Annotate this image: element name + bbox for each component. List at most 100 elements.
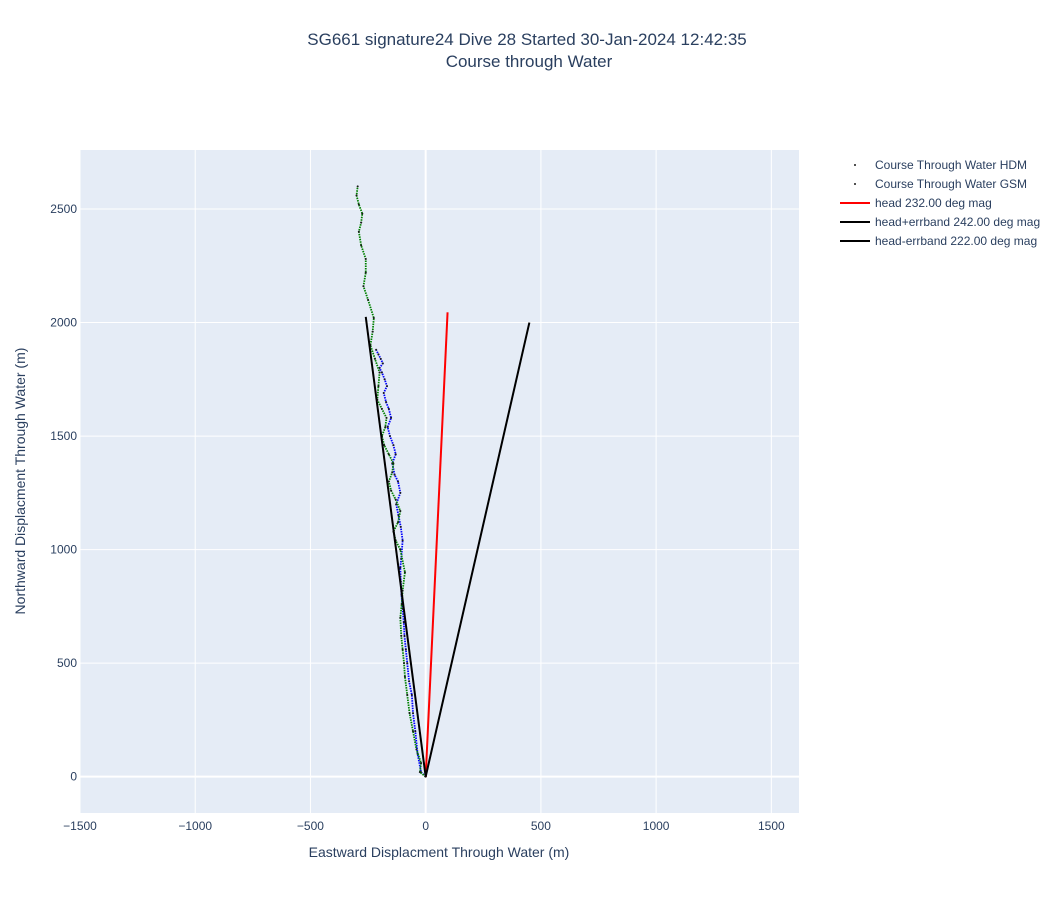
y-tick-label: 500 — [57, 656, 77, 670]
data-point — [408, 712, 411, 715]
data-point — [403, 662, 406, 665]
data-point — [390, 489, 393, 492]
series-course-through-water-gsm — [355, 185, 427, 778]
y-tick-label: 2500 — [50, 202, 77, 216]
data-point — [399, 491, 402, 494]
legend-label: head-errband 222.00 deg mag — [875, 234, 1037, 248]
data-point — [403, 675, 406, 678]
data-point — [392, 444, 395, 447]
data-point — [403, 634, 406, 637]
legend-label: Course Through Water HDM — [875, 158, 1027, 172]
data-point — [392, 462, 395, 465]
data-point — [379, 357, 382, 360]
data-point — [399, 566, 402, 569]
data-point — [387, 480, 390, 483]
y-tick-label: 1500 — [50, 429, 77, 443]
data-point — [356, 185, 359, 188]
data-point — [377, 353, 380, 356]
data-point — [361, 212, 364, 215]
data-point — [378, 371, 381, 374]
x-tick-label: −1500 — [63, 819, 97, 833]
data-point — [395, 503, 398, 506]
legend-label: head 232.00 deg mag — [875, 196, 992, 210]
y-axis-title: Northward Displacment Through Water (m) — [12, 348, 28, 615]
tick-labels: −1500 −1000 −500 0 500 1000 1500 0 500 1000 1500 20… — [50, 202, 785, 833]
data-point — [403, 571, 406, 574]
y-tick-label: 1000 — [50, 543, 77, 557]
data-point — [404, 648, 407, 651]
x-tick-label: −1000 — [178, 819, 212, 833]
data-point — [355, 194, 358, 197]
data-point — [380, 407, 383, 410]
legend-item[interactable]: head 232.00 deg mag — [840, 196, 992, 210]
chart-subtitle: Course through Water — [446, 52, 613, 71]
data-point — [394, 453, 397, 456]
data-point — [420, 762, 423, 765]
data-point — [373, 357, 376, 360]
series-line — [364, 316, 427, 777]
data-point — [406, 662, 409, 665]
data-point — [390, 416, 393, 419]
x-tick-label: 1000 — [643, 819, 670, 833]
data-point — [383, 444, 386, 447]
x-axis-title: Eastward Displacment Through Water (m) — [309, 844, 570, 860]
data-point — [399, 616, 402, 619]
data-point — [367, 298, 370, 301]
grid — [79, 150, 799, 813]
legend-item[interactable]: head-errband 222.00 deg mag — [840, 234, 1037, 248]
series-line — [424, 312, 449, 777]
data-point — [386, 426, 389, 429]
x-tick-label: 500 — [531, 819, 551, 833]
data-point — [357, 203, 360, 206]
data-point — [414, 730, 417, 733]
legend-item[interactable]: head+errband 242.00 deg mag — [840, 215, 1040, 229]
series-head-errband-222-00-deg-mag — [364, 316, 427, 777]
data-point — [384, 426, 387, 429]
data-point — [402, 621, 405, 624]
data-point — [388, 435, 391, 438]
legend-label: Course Through Water GSM — [875, 177, 1027, 191]
data-point — [381, 362, 384, 365]
x-tick-label: 1500 — [758, 819, 785, 833]
data-point — [362, 285, 365, 288]
legend-item[interactable]: Course Through Water HDM — [854, 158, 1027, 172]
data-point — [380, 371, 383, 374]
data-point — [399, 525, 402, 528]
data-point — [401, 648, 404, 651]
data-point — [360, 244, 363, 247]
data-point — [410, 693, 413, 696]
data-point — [394, 498, 397, 501]
data-point — [401, 539, 404, 542]
data-point — [364, 271, 367, 274]
data-point — [399, 510, 402, 513]
data-point — [406, 693, 409, 696]
data-point — [357, 230, 360, 233]
y-tick-label: 2000 — [50, 316, 77, 330]
legend-item[interactable]: Course Through Water GSM — [854, 177, 1027, 191]
data-point — [411, 712, 414, 715]
series-line — [424, 322, 531, 777]
data-point — [383, 378, 386, 381]
data-point — [387, 453, 390, 456]
data-point — [387, 407, 390, 410]
data-point — [385, 416, 388, 419]
data-point — [371, 330, 374, 333]
data-point — [372, 317, 375, 320]
chart-title: SG661 signature24 Dive 28 Started 30-Jan… — [307, 30, 746, 49]
data-point — [375, 348, 378, 351]
data-point — [385, 385, 388, 388]
data-point — [400, 634, 403, 637]
x-tick-label: 0 — [422, 819, 429, 833]
legend-swatch — [854, 183, 856, 185]
y-tick-label: 0 — [70, 770, 77, 784]
data-point — [360, 221, 363, 224]
data-point — [397, 480, 400, 483]
legend-swatch — [854, 164, 856, 166]
data-point — [393, 473, 396, 476]
data-point — [378, 366, 381, 369]
data-point — [391, 471, 394, 474]
data-point — [418, 771, 421, 774]
legend: Course Through Water HDM Course Through W… — [840, 158, 1040, 248]
